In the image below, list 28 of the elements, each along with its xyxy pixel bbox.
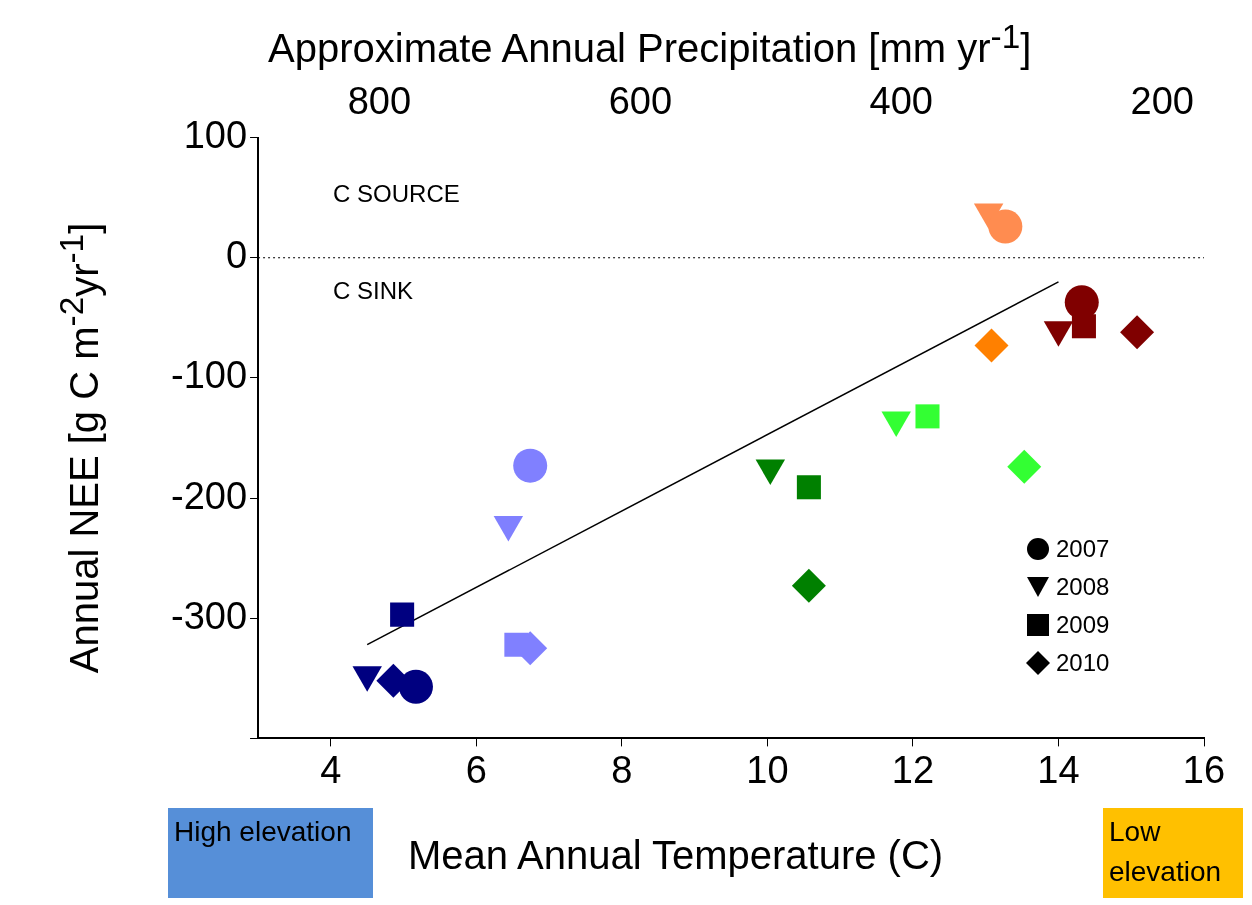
x-tick-label: 4	[320, 748, 342, 791]
x-tick-label: 8	[611, 748, 633, 791]
x-tick-label: 16	[1182, 748, 1226, 791]
x2-tick-label: 600	[608, 80, 673, 123]
y-tick-label: -300	[170, 594, 248, 637]
x-tick-label: 12	[891, 748, 935, 791]
point	[988, 209, 1023, 244]
annotation: C SOURCE	[333, 180, 460, 208]
text: High elevation	[168, 808, 373, 898]
x-tick-label: 14	[1037, 748, 1080, 791]
annotation: 2007	[1056, 535, 1110, 563]
x2-tick-label: 400	[869, 80, 933, 123]
text: Low elevation	[1103, 808, 1243, 898]
annotation: 2008	[1056, 573, 1110, 601]
x-tick-label: 6	[465, 748, 487, 791]
annotation: C SINK	[333, 277, 414, 305]
x-axis-title: Mean Annual Temperature (C)	[408, 833, 944, 878]
y-tick-label: -100	[170, 354, 248, 397]
y-tick-label: -200	[170, 474, 248, 517]
x2-tick-label: 800	[347, 80, 412, 123]
y-tick-label: 0	[225, 234, 248, 277]
x2-tick-label: 200	[1130, 80, 1194, 123]
x2-axis-title: Approximate Annual Precipitation [mm yr$^{-1}$]	[268, 18, 1032, 72]
annotation: 2009	[1056, 611, 1110, 639]
annotation: 2010	[1056, 649, 1110, 677]
x-tick-label: 10	[746, 748, 789, 791]
point	[974, 328, 1009, 363]
y-tick-label: 100	[183, 114, 248, 157]
